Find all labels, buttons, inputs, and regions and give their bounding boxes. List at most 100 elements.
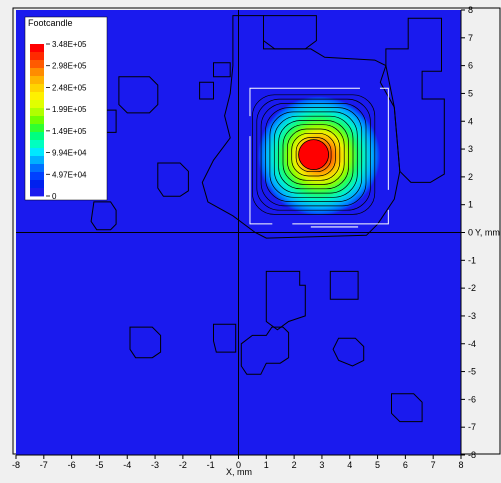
crosshair (16, 10, 461, 455)
peak-marker (298, 139, 329, 171)
legend-swatch (30, 44, 44, 53)
low-level-contours (87, 15, 445, 423)
x-tick-label: -6 (68, 460, 76, 470)
legend-label: 1.49E+05 (52, 127, 87, 136)
contour-island (240, 326, 290, 375)
x-tick-label: -4 (123, 460, 131, 470)
contour-ring (269, 111, 358, 198)
y-tick-label: -7 (468, 422, 476, 432)
x-tick-label: 8 (458, 460, 463, 470)
legend: Footcandle 3.48E+05 2.98E+05 2.48E+05 1.99E… (24, 16, 108, 201)
y-tick-label: 6 (468, 61, 473, 71)
legend-swatch (30, 180, 44, 189)
legend-color-bar (30, 44, 44, 197)
x-tick-label: -1 (207, 460, 215, 470)
target-frame (249, 87, 389, 225)
contour-island (157, 162, 189, 197)
legend-label: 9.94E+04 (52, 149, 87, 158)
y-tick-label: -2 (468, 283, 476, 293)
legend-swatch (30, 60, 44, 69)
y-tick-label: 3 (468, 144, 473, 154)
legend-swatch (30, 84, 44, 93)
x-tick-label: 4 (347, 460, 352, 470)
y-tick-label: -5 (468, 367, 476, 377)
x-tick-label: -3 (151, 460, 159, 470)
contour-outline (201, 15, 401, 239)
legend-label: 4.97E+04 (52, 170, 87, 179)
contour-island (391, 393, 423, 423)
legend-swatch (30, 148, 44, 157)
legend-swatch (30, 52, 44, 61)
legend-swatch (30, 76, 44, 85)
x-tick-label: 2 (292, 460, 297, 470)
y-tick-label: -6 (468, 394, 476, 404)
contour-ring (295, 137, 332, 173)
x-tick-label: 3 (319, 460, 324, 470)
legend-labels: 3.48E+05 2.98E+05 2.48E+05 1.99E+05 1.49E+05… (46, 40, 87, 201)
x-tick-marks: -8 -7 -6 -5 -4 -3 -2 -1 0 1 2 3 4 5 6 7 8 (12, 455, 464, 470)
legend-swatch (30, 172, 44, 181)
x-tick-label: -5 (95, 460, 103, 470)
y-tick-label: 8 (468, 5, 473, 15)
legend-label: 3.48E+05 (52, 40, 87, 49)
legend-swatch (30, 92, 44, 101)
legend-label: 2.48E+05 (52, 83, 87, 92)
x-tick-label: -7 (40, 460, 48, 470)
x-tick-label: 1 (264, 460, 269, 470)
legend-swatch (30, 100, 44, 109)
y-tick-label: -1 (468, 255, 476, 265)
contour-ring (287, 128, 341, 181)
legend-swatch (30, 164, 44, 173)
contour-island (265, 270, 306, 331)
x-tick-label: -2 (179, 460, 187, 470)
legend-label: 2.98E+05 (52, 62, 87, 71)
contour-island (199, 81, 214, 100)
x-tick-label: 5 (375, 460, 380, 470)
x-tick-label: 0 (236, 460, 241, 470)
legend-swatch (30, 132, 44, 141)
y-tick-label: 7 (468, 33, 473, 43)
x-tick-label: 6 (403, 460, 408, 470)
y-tick-marks: 8 7 6 5 4 3 2 1 0 -1 -2 -3 -4 -5 -6 -7 -8 (461, 5, 476, 460)
legend-swatch (30, 140, 44, 149)
contour-ring (291, 132, 336, 177)
y-tick-label: 4 (468, 116, 473, 126)
contour-ring (256, 98, 371, 211)
contour-ring (252, 94, 376, 215)
y-tick-label: -8 (468, 450, 476, 460)
contour-island (379, 17, 445, 183)
contour-ring (278, 120, 349, 190)
x-tick-label: -8 (12, 460, 20, 470)
legend-swatch (30, 188, 44, 197)
legend-swatch (30, 124, 44, 133)
y-tick-label: 1 (468, 200, 473, 210)
legend-swatch (30, 108, 44, 117)
legend-swatch (30, 156, 44, 165)
y-tick-label: 0 (468, 228, 473, 238)
contour-island (213, 323, 237, 353)
legend-label: 1.99E+05 (52, 105, 87, 114)
x-tick-label: 7 (431, 460, 436, 470)
contour-ring (260, 103, 367, 207)
contour-island (213, 62, 231, 78)
x-axis-label: X, mm (226, 467, 252, 477)
contour-ring (265, 107, 363, 202)
contour-ring (282, 124, 345, 185)
contour-island (129, 326, 162, 359)
contour-island (329, 270, 359, 300)
contour-island (118, 76, 159, 114)
y-tick-label: -3 (468, 311, 476, 321)
y-tick-label: 5 (468, 88, 473, 98)
legend-swatch (30, 116, 44, 125)
contour-ring (273, 115, 354, 194)
y-tick-label: -4 (468, 339, 476, 349)
contour-island (90, 201, 117, 231)
y-tick-label: 2 (468, 172, 473, 182)
hotspot (249, 87, 389, 228)
contour-island (332, 337, 365, 367)
legend-swatch (30, 68, 44, 77)
legend-title: Footcandle (28, 18, 73, 28)
legend-label: 0 (52, 192, 57, 201)
